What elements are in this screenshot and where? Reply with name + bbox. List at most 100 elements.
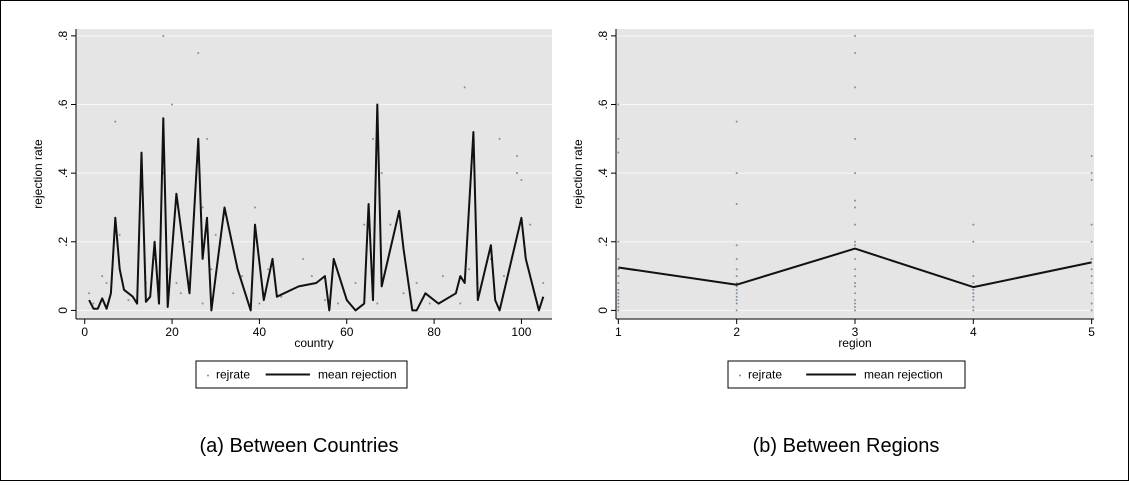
rejrate-point	[376, 302, 379, 305]
rejrate-point	[617, 295, 620, 298]
rejrate-point	[854, 281, 856, 284]
caption-between-countries: (a) Between Countries	[200, 435, 399, 457]
y-tick-label: 0	[56, 307, 70, 314]
rejrate-point	[529, 223, 532, 226]
rejrate-point	[179, 292, 182, 295]
rejrate-point	[854, 302, 856, 305]
mean-rejection-line	[618, 247, 1092, 289]
x-tick-label: 5	[1088, 325, 1095, 339]
rejrate-point	[105, 281, 108, 284]
rejrate-point	[854, 52, 856, 55]
y-tick-label: .4	[596, 168, 610, 178]
y-tick-label: .4	[56, 168, 70, 178]
rejrate-point	[972, 288, 975, 291]
rejrate-point	[1090, 268, 1093, 271]
rejrate-point	[735, 288, 738, 291]
legend-rejrate-label: rejrate	[216, 368, 250, 382]
plot-area	[76, 29, 552, 319]
rejrate-point	[415, 281, 418, 284]
mean-rejection-line	[88, 103, 545, 312]
rejrate-point	[735, 268, 738, 271]
rejrate-point	[617, 275, 620, 278]
x-tick-label: 80	[427, 325, 441, 339]
rejrate-point	[617, 299, 620, 302]
rejrate-point	[854, 305, 856, 308]
rejrate-point	[240, 275, 243, 278]
rejrate-point	[735, 244, 738, 247]
rejrate-point	[214, 233, 217, 236]
rejrate-point	[118, 233, 121, 236]
x-tick-label: 2	[733, 325, 740, 339]
rejrate-point	[1090, 179, 1093, 182]
rejrate-point	[210, 268, 213, 271]
rejrate-point	[972, 223, 975, 226]
rejrate-point	[854, 285, 856, 288]
rejrate-point	[735, 203, 738, 206]
rejrate-point	[854, 240, 856, 243]
y-tick-label: 0	[596, 307, 610, 314]
legend-mean-rejection-label: mean rejection	[864, 368, 943, 382]
y-axis-title: rejection rate	[31, 139, 45, 209]
y-tick-label: .6	[596, 99, 610, 109]
rejrate-point	[1090, 223, 1093, 226]
rejrate-point	[854, 275, 856, 278]
rejrate-point	[428, 302, 431, 305]
rejrate-point	[617, 268, 620, 271]
panel-between-regions: 0 .2 .4 .6 .8 1 2 3 4 5 region rejection rate rejrat…	[568, 9, 1108, 411]
x-tick-label: 40	[253, 325, 267, 339]
rejrate-point	[735, 302, 738, 305]
rejrate-point	[617, 240, 620, 243]
rejrate-point	[735, 309, 738, 312]
rejrate-point	[972, 305, 975, 308]
rejrate-point	[617, 292, 620, 295]
rejrate-point	[854, 199, 856, 202]
y-axis-title: rejection rate	[571, 139, 585, 209]
rejrate-point	[1090, 172, 1093, 175]
rejrate-point	[197, 52, 200, 55]
rejrate-point	[972, 275, 975, 278]
rejrate-point	[542, 281, 545, 284]
rejrate-point	[854, 292, 856, 295]
rejrate-point	[735, 299, 738, 302]
x-tick-label: 20	[165, 325, 179, 339]
rejrate-point	[854, 206, 856, 209]
rejrate-point	[371, 137, 374, 140]
rejrate-point	[101, 275, 104, 278]
rejrate-point	[162, 34, 165, 37]
rejrate-point	[1090, 309, 1093, 312]
x-tick-label: 4	[970, 325, 977, 339]
rejrate-point	[88, 292, 91, 295]
rejrate-point	[617, 288, 620, 291]
legend-rejrate-label: rejrate	[748, 368, 782, 382]
rejrate-point	[735, 292, 738, 295]
rejrate-point	[972, 309, 975, 312]
rejrate-point	[617, 302, 620, 305]
rejrate-point	[337, 302, 340, 305]
rejrate-point	[735, 285, 738, 288]
rejrate-point	[201, 302, 204, 305]
rejrate-point	[127, 299, 130, 302]
rejrate-point	[972, 292, 975, 295]
rejrate-point	[854, 244, 856, 247]
x-tick-label: 100	[511, 325, 531, 339]
y-tick-label: .8	[56, 31, 70, 41]
rejrate-point	[617, 305, 620, 308]
x-tick-label: 60	[340, 325, 354, 339]
rejrate-point	[254, 206, 257, 209]
rejrate-point	[267, 268, 270, 271]
rejrate-point	[441, 275, 444, 278]
legend-mean-rejection-label: mean rejection	[318, 368, 397, 382]
x-tick-label: 3	[852, 325, 859, 339]
rejrate-point	[354, 281, 357, 284]
rejrate-point	[854, 34, 856, 37]
rejrate-point	[323, 299, 326, 302]
rejrate-point	[206, 137, 209, 140]
rejrate-point	[735, 257, 738, 260]
legend-rejrate-marker	[739, 374, 741, 377]
rejrate-point	[972, 295, 975, 298]
rejrate-point	[854, 309, 856, 312]
rejrate-point	[389, 223, 392, 226]
rejrate-point	[280, 295, 283, 298]
rejrate-point	[735, 295, 738, 298]
rejrate-point	[1090, 240, 1093, 243]
